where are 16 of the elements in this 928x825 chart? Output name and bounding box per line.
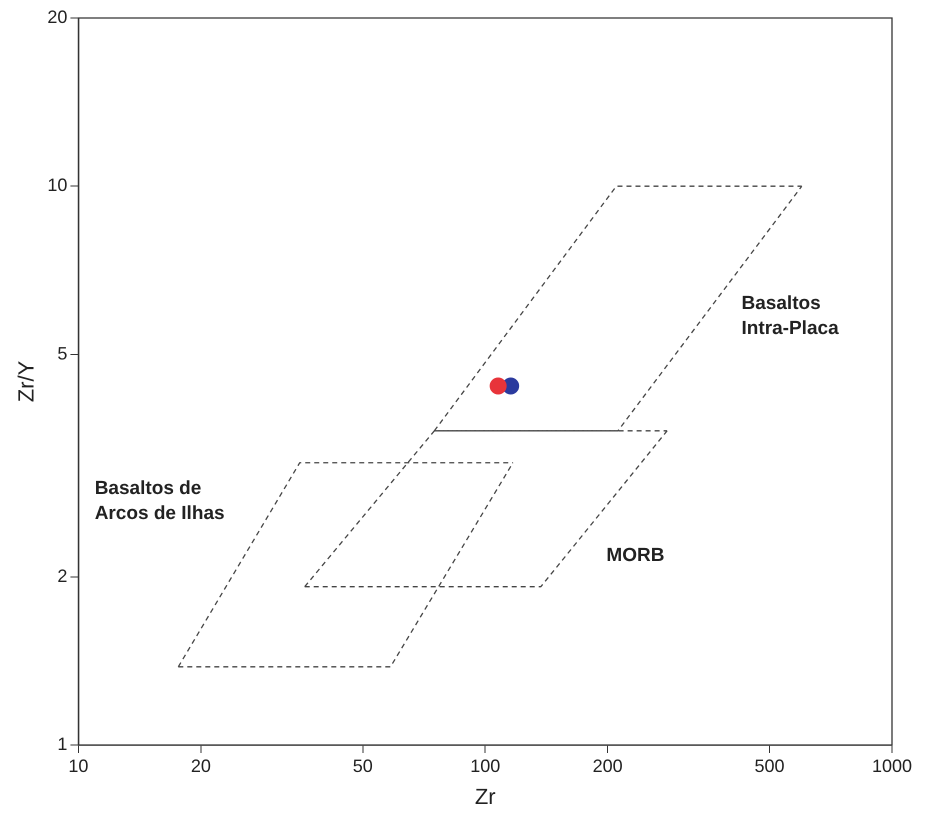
y-tick-label: 10 [47,175,68,196]
annotation: Basaltos Intra-Placa [741,292,840,339]
y-tick-label: 1 [57,734,68,754]
x-tick-label: 200 [592,756,623,776]
x-axis-title: Zr [474,784,496,809]
x-tick-label: 1000 [872,756,912,776]
annotation: Basaltos de Arcos de Ilhas [94,478,225,524]
annotation: MORB [606,545,664,566]
y-tick-label: 2 [57,566,68,586]
x-tick-label: 50 [352,756,373,776]
y-tick-label: 20 [47,6,68,27]
x-tick-label: 100 [470,756,500,776]
x-tick-label: 20 [190,756,211,776]
y-axis-title: Zr/Y [13,360,38,402]
y-tick-label: 5 [57,343,68,364]
x-tick-label: 500 [754,756,785,776]
